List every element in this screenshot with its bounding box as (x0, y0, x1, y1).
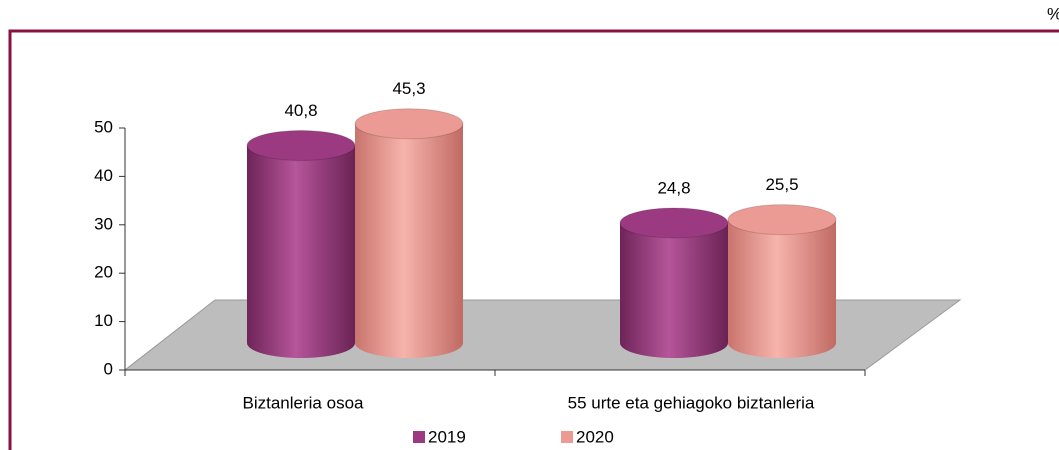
y-tick-label: 30 (94, 214, 113, 233)
legend-swatch (561, 431, 573, 443)
cylinder-top (354, 108, 464, 140)
y-tick-label: 20 (94, 263, 113, 282)
legend-label: 2020 (576, 427, 614, 446)
cylinder-body (728, 219, 836, 358)
legend-swatch (413, 431, 425, 443)
cylinder-body (355, 123, 463, 358)
x-tick-label: 55 urte eta gehiagoko biztanleria (568, 393, 815, 412)
unit-label: % (1047, 4, 1059, 23)
x-tick-label: Biztanleria osoa (243, 393, 365, 412)
cylinder (354, 108, 464, 358)
cylinder (246, 130, 356, 358)
legend-label: 2019 (428, 427, 466, 446)
y-tick-label: 0 (104, 359, 113, 378)
cylinder (619, 207, 729, 358)
frame (8, 29, 1059, 450)
cylinder-body (620, 222, 728, 358)
y-tick-label: 10 (94, 311, 113, 330)
cylinder-body (247, 145, 355, 358)
y-tick-label: 40 (94, 166, 113, 185)
cylinder (727, 204, 837, 358)
cylinder-top (619, 207, 729, 239)
y-tick-label: 50 (94, 117, 113, 136)
cylinder-top (246, 130, 356, 162)
data-label: 45,3 (392, 79, 425, 98)
data-label: 40,8 (284, 101, 317, 120)
data-label: 24,8 (657, 178, 690, 197)
cylinder-top (727, 204, 837, 236)
data-label: 25,5 (765, 175, 798, 194)
